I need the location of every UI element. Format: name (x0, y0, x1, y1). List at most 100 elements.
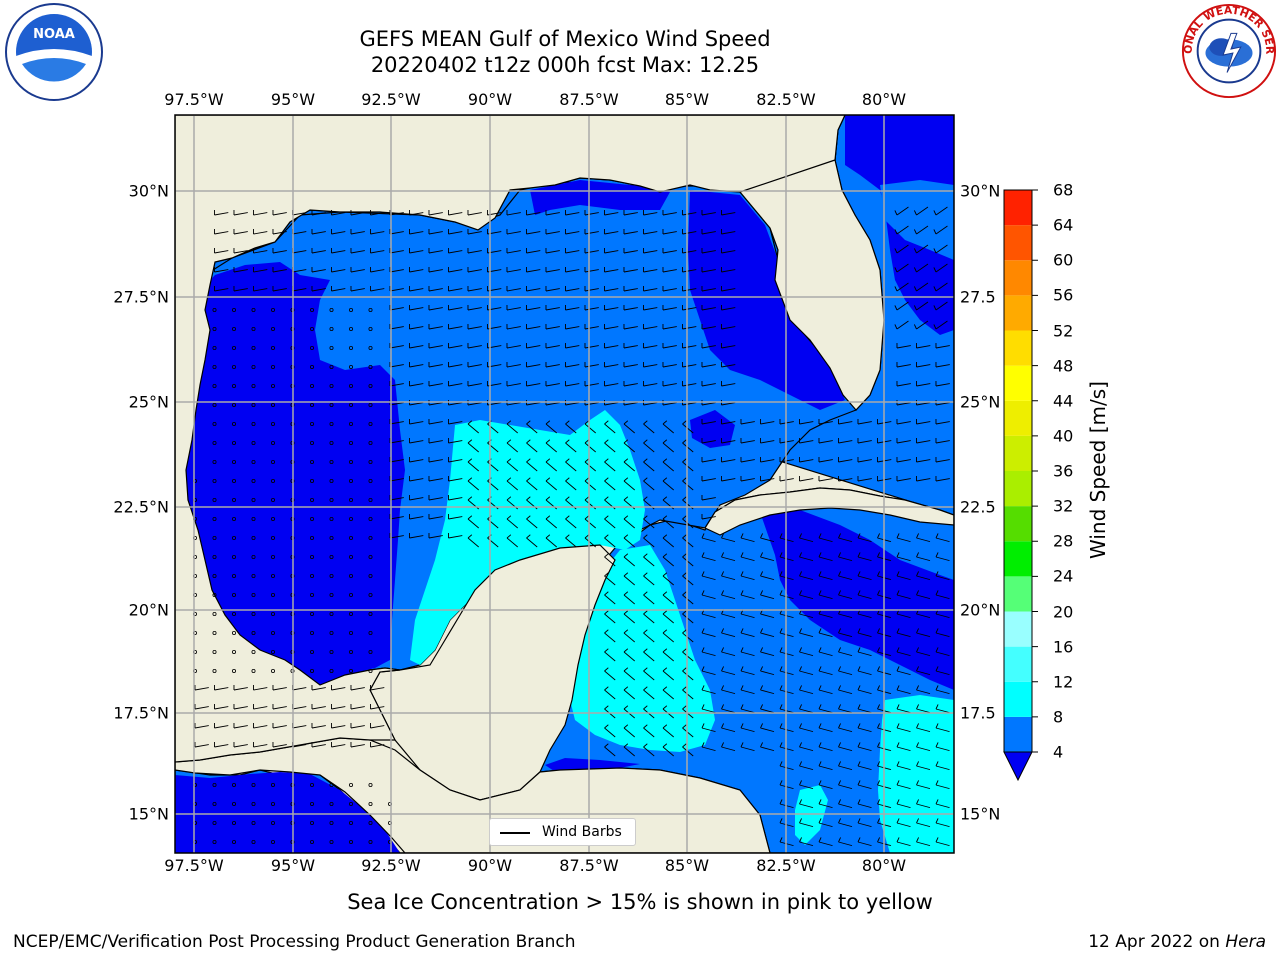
wind-barb (253, 744, 268, 748)
wind-barb (896, 537, 911, 543)
wind-barb (799, 556, 814, 562)
calm-barb (212, 345, 217, 350)
wind-barb (565, 231, 580, 235)
wind-barb (272, 744, 287, 748)
wind-barb (721, 421, 736, 425)
wind-barb-flag (604, 591, 609, 596)
wind-barb (370, 250, 385, 254)
wind-barb (233, 288, 248, 292)
wind-barb (389, 231, 404, 235)
wind-barb (916, 575, 931, 581)
wind-barb (350, 231, 365, 235)
wind-barb-flag (857, 666, 861, 672)
wind-barb-flag (623, 496, 629, 501)
wind-barb (740, 746, 755, 752)
wind-barb (506, 269, 521, 273)
wind-barb-flag (935, 666, 939, 672)
wind-barb-flag (933, 305, 937, 311)
wind-barb (643, 594, 655, 605)
wind-barb-flag (799, 685, 803, 691)
wind-barb (565, 480, 577, 491)
wind-barb (896, 421, 911, 425)
wind-barb (799, 727, 814, 733)
wind-barb-flag (701, 628, 705, 634)
wind-barb-flag (896, 590, 900, 596)
wind-barb (467, 288, 482, 292)
wind-barb (721, 459, 736, 463)
wind-barb-flag (682, 648, 687, 653)
wind-barb (604, 442, 616, 453)
wind-barb (448, 231, 463, 235)
calm-barb (270, 536, 275, 541)
cuba-land (704, 487, 954, 536)
wind-barb-flag (913, 305, 917, 311)
wind-barbs-layer (192, 206, 950, 847)
lat-tick-left: 25°N (128, 392, 169, 412)
wind-barb-flag (877, 723, 881, 729)
wind-barb (292, 687, 307, 691)
wind-barb (643, 383, 658, 387)
wind-barb (643, 727, 655, 738)
map-frame (174, 114, 955, 854)
wind-barb (721, 651, 736, 657)
florida-land (739, 115, 885, 411)
calm-barb (212, 326, 217, 331)
wind-barb (818, 784, 833, 790)
wind-barb (896, 708, 911, 714)
wind-barb (409, 364, 424, 368)
wind-barb (311, 250, 326, 254)
wind-barb (253, 269, 268, 273)
wind-barb-flag (604, 705, 609, 710)
wind-barb (818, 765, 833, 771)
wind-barb (701, 212, 716, 216)
wind-barb (779, 689, 794, 695)
wind-barb (779, 822, 794, 828)
wind-barb (565, 383, 580, 387)
wind-barb (623, 480, 636, 491)
wind-barb-flag (857, 647, 861, 653)
wind-barb (233, 269, 248, 273)
wind-barb-flag (838, 666, 842, 672)
calm-barb (251, 497, 256, 502)
wind-barb-flag (877, 628, 881, 634)
wind-barb (565, 326, 580, 330)
calm-barb (309, 326, 314, 331)
wind-barb (389, 364, 404, 368)
wind-barb (935, 841, 950, 847)
wind-barb (682, 288, 697, 292)
wind-barb (389, 421, 404, 425)
wind-barb (896, 651, 911, 657)
wind-barb-flag (935, 799, 939, 805)
wind-barb (838, 803, 853, 809)
calm-barb (329, 536, 334, 541)
wind-barb (935, 689, 950, 695)
calm-barb (231, 402, 236, 407)
colorbar-level-label: 28 (1053, 531, 1074, 551)
colorbar-segment (1004, 646, 1032, 682)
wind-barb-flag (916, 704, 920, 710)
wind-barb (896, 320, 909, 330)
wind-barb (838, 537, 853, 543)
wind-barb (838, 670, 853, 676)
wind-barb (467, 461, 480, 472)
calm-barb (231, 574, 236, 579)
wind-barb (662, 727, 675, 738)
wind-barb-flag (916, 742, 920, 748)
wind-barb (740, 632, 755, 638)
wind-barb (506, 423, 519, 434)
calm-barb (270, 421, 275, 426)
wind-barb (721, 556, 736, 562)
calm-barb (251, 612, 256, 617)
wind-barb (409, 326, 424, 330)
wind-barb-flag (643, 553, 648, 558)
wind-barb-flag (779, 799, 783, 805)
wind-barb-flag (643, 420, 648, 425)
wind-barb (721, 402, 736, 406)
wind-barb (350, 706, 365, 710)
wind-barb-flag (740, 590, 744, 596)
wind-barb (370, 288, 385, 292)
lat-tick-left: 27.5°N (113, 287, 169, 307)
wind-barb (701, 556, 716, 562)
calm-barb (251, 821, 256, 826)
calm-barb (329, 421, 334, 426)
